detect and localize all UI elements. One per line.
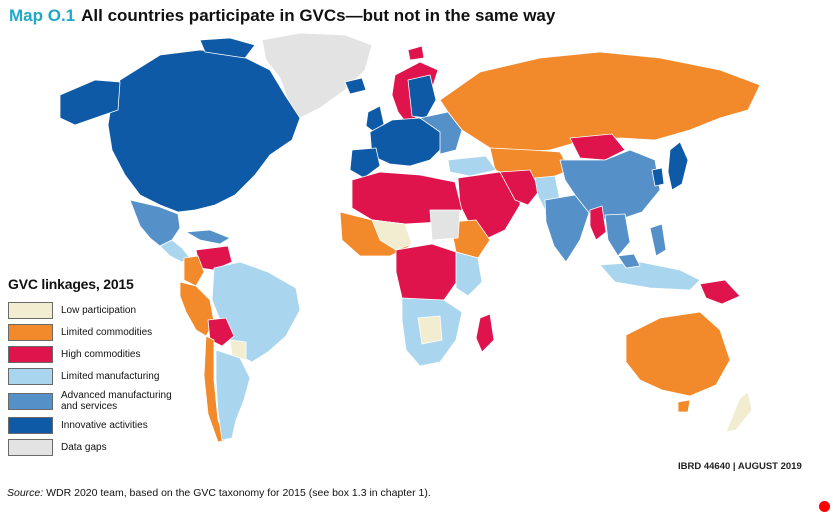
legend-label: Limited commodities bbox=[61, 327, 153, 338]
botswana-region bbox=[417, 315, 443, 345]
philippines-region bbox=[649, 223, 667, 257]
svalbard-region bbox=[407, 45, 425, 61]
turkey-region bbox=[447, 155, 497, 177]
legend-item-low-participation: Low participation bbox=[8, 302, 193, 319]
legend-swatch bbox=[8, 439, 53, 456]
red-dot-marker bbox=[819, 501, 830, 512]
legend-item-limited-commodities: Limited commodities bbox=[8, 324, 193, 341]
legend-swatch bbox=[8, 324, 53, 341]
source-prefix: Source: bbox=[7, 487, 44, 499]
legend-label: High commodities bbox=[61, 349, 141, 360]
iran-region bbox=[499, 169, 541, 206]
map-id: IBRD 44640 | AUGUST 2019 bbox=[678, 461, 802, 472]
sudan-region bbox=[429, 209, 461, 241]
caribbean-region bbox=[185, 229, 231, 245]
papua-new-guinea-region bbox=[699, 279, 741, 305]
colombia-region bbox=[183, 255, 205, 287]
paraguay-region bbox=[229, 339, 247, 361]
map-number: Map O.1 bbox=[9, 6, 76, 25]
legend-swatch bbox=[8, 417, 53, 434]
legend-label: Advanced manufacturing and services bbox=[61, 390, 172, 412]
iceland-region bbox=[344, 77, 367, 95]
legend-item-limited-manufacturing: Limited manufacturing bbox=[8, 368, 193, 385]
sahel-region bbox=[371, 219, 413, 251]
source-text: WDR 2020 team, based on the GVC taxonomy… bbox=[46, 487, 431, 499]
greenland-region bbox=[261, 32, 373, 119]
brazil-region bbox=[211, 261, 301, 363]
chile-region bbox=[203, 335, 227, 443]
legend-swatch bbox=[8, 302, 53, 319]
legend-label: Innovative activities bbox=[61, 420, 148, 431]
map-title: Map O.1 All countries participate in GVCs… bbox=[9, 6, 555, 26]
world-map bbox=[59, 32, 761, 443]
legend-item-data-gaps: Data gaps bbox=[8, 439, 193, 456]
western-europe-region bbox=[369, 117, 445, 167]
alaska-region bbox=[59, 79, 121, 126]
china-region bbox=[559, 149, 661, 223]
legend-swatch bbox=[8, 392, 53, 410]
legend-swatch bbox=[8, 346, 53, 363]
east-africa-region bbox=[455, 251, 483, 297]
bolivia-region bbox=[207, 317, 235, 347]
north-america-region bbox=[107, 49, 301, 213]
argentina-region bbox=[215, 349, 251, 441]
map-legend: GVC linkages, 2015 Low participation Lim… bbox=[8, 276, 193, 461]
malaysia-region bbox=[617, 253, 641, 269]
legend-label: Data gaps bbox=[61, 442, 107, 453]
japan-region bbox=[667, 141, 689, 191]
indonesia-region bbox=[599, 261, 701, 291]
legend-title: GVC linkages, 2015 bbox=[8, 276, 134, 292]
map-title-text: All countries participate in GVCs—but no… bbox=[81, 6, 556, 25]
ethiopia-region bbox=[449, 219, 491, 259]
legend-label: Limited manufacturing bbox=[61, 371, 160, 382]
legend-item-innovative-activities: Innovative activities bbox=[8, 417, 193, 434]
arctic-islands-region bbox=[199, 37, 256, 59]
source-note: Source: WDR 2020 team, based on the GVC … bbox=[7, 487, 431, 499]
myanmar-region bbox=[589, 205, 607, 241]
australia-region bbox=[625, 311, 731, 397]
finland-sweden-region bbox=[407, 74, 437, 119]
legend-item-high-commodities: High commodities bbox=[8, 346, 193, 363]
legend-swatch bbox=[8, 368, 53, 385]
madagascar-region bbox=[475, 313, 495, 353]
new-zealand-region bbox=[725, 391, 753, 433]
thailand-vietnam-region bbox=[604, 213, 631, 257]
tasmania-region bbox=[677, 399, 691, 413]
mongolia-region bbox=[569, 133, 626, 161]
iberia-region bbox=[349, 147, 381, 179]
korea-region bbox=[651, 167, 665, 187]
legend-item-advanced-manufacturing: Advanced manufacturing and services bbox=[8, 390, 193, 412]
legend-label: Low participation bbox=[61, 305, 137, 316]
